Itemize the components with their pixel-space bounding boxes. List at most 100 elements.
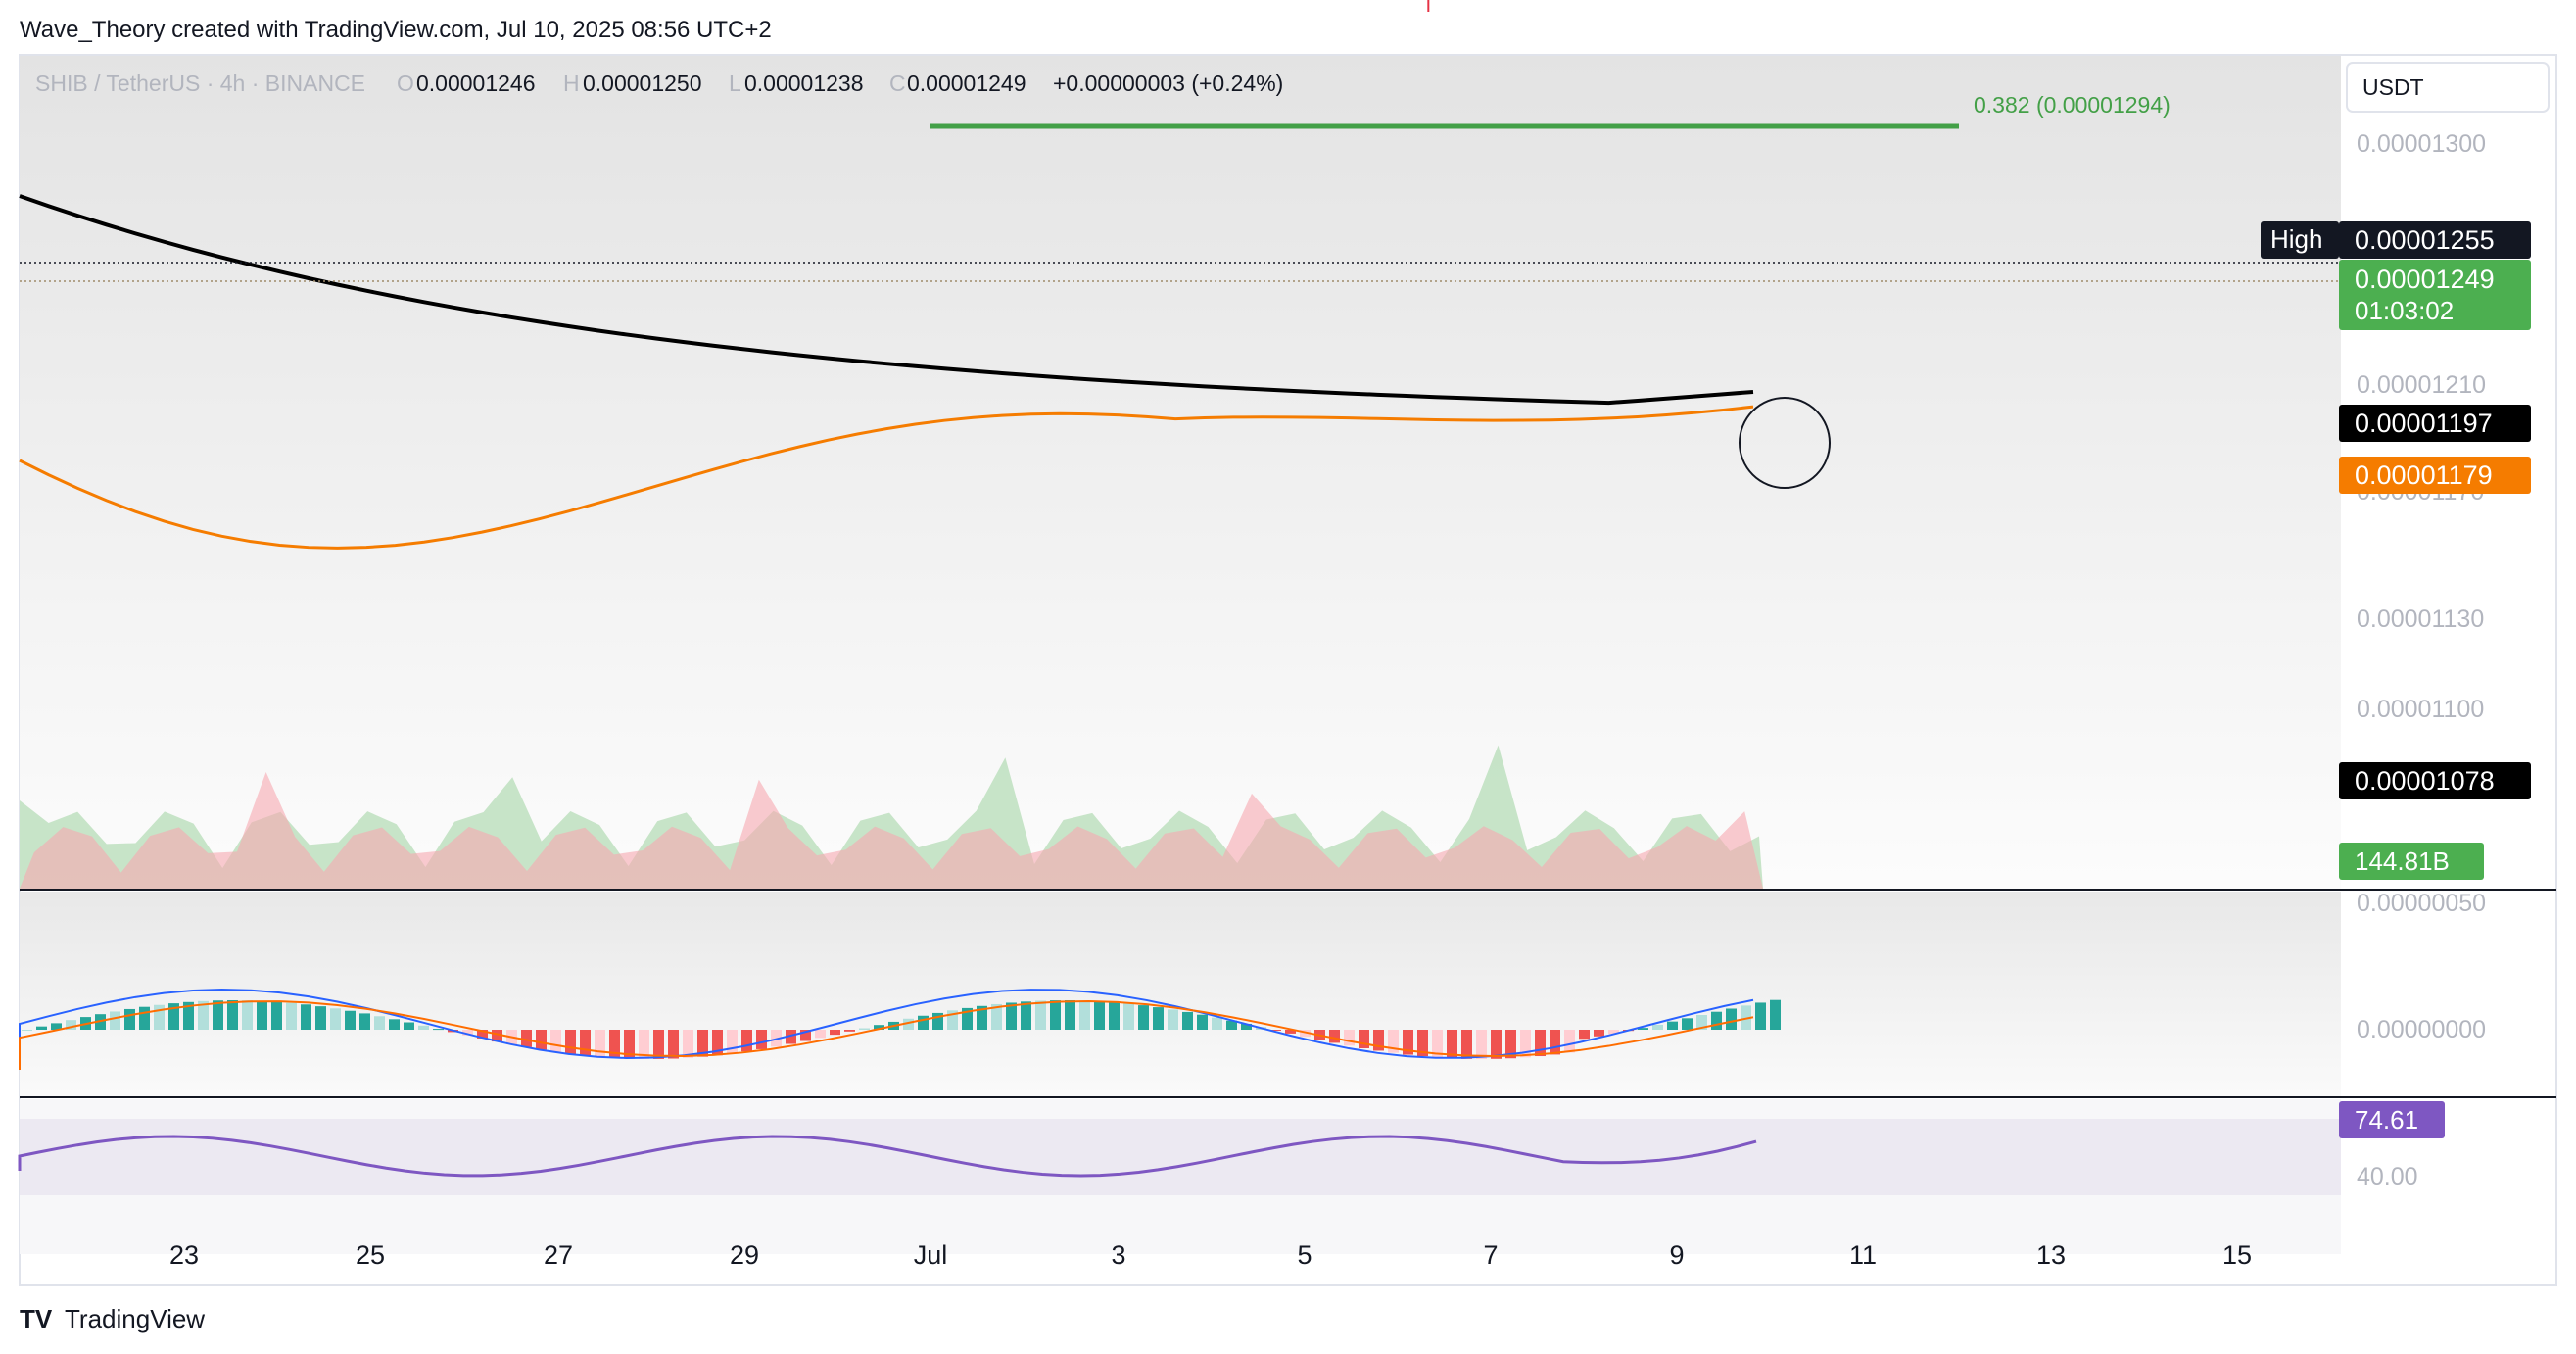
macd-histogram-bar — [1212, 1017, 1222, 1030]
high-tag-label: High — [2270, 224, 2322, 254]
macd-histogram-bar — [1755, 1002, 1766, 1030]
macd-histogram-bar — [932, 1012, 943, 1030]
macd-histogram-bar — [1123, 1003, 1134, 1030]
overlays-layer: 0.382 (0.00001294)0.382 (0.00001133)0.61… — [19, 92, 2341, 550]
macd-histogram-bar — [1344, 1030, 1355, 1046]
x-axis-tick: 7 — [1483, 1240, 1498, 1270]
macd-histogram-bar — [1711, 1011, 1722, 1030]
x-axis-tick: 15 — [2222, 1240, 2252, 1270]
y-axis-tick: 0.00001210 — [2357, 371, 2486, 399]
macd-histogram-bar — [154, 1004, 165, 1030]
macd-histogram-bar — [124, 1008, 135, 1030]
ohlc-legend: SHIB / TetherUS · 4h · BINANCE O 0.00001… — [35, 71, 1283, 96]
macd-histogram-bar — [433, 1029, 444, 1031]
volume-tag: 144.81B — [2355, 846, 2450, 876]
macd-histogram-bar — [859, 1028, 870, 1030]
macd-histogram-bar — [183, 1001, 194, 1030]
macd-histogram-bar — [257, 1000, 267, 1030]
x-axis-tick: 29 — [730, 1240, 759, 1270]
macd-histogram-bar — [918, 1015, 929, 1030]
macd-histogram-bar — [1564, 1030, 1575, 1053]
macd-histogram-bar — [1329, 1030, 1340, 1043]
credit-text: Wave_Theory created with TradingView.com… — [20, 17, 772, 43]
macd-histogram-bar — [330, 1008, 341, 1030]
currency-button-label: USDT — [2362, 74, 2424, 100]
macd-histogram-bar — [1652, 1024, 1663, 1030]
macd-histogram-bar — [815, 1030, 826, 1039]
last-price-tag-bg — [2339, 260, 2531, 330]
macd-histogram-bar — [991, 1003, 1002, 1030]
macd-histogram-bar — [683, 1030, 693, 1058]
macd-histogram-bar — [168, 1003, 179, 1030]
macd-histogram-bar — [580, 1030, 591, 1056]
rsi-layer — [18, 1135, 1757, 1178]
x-axis-tick: 9 — [1669, 1240, 1684, 1270]
macd-histogram-bar — [624, 1030, 635, 1059]
macd-histogram-bar — [198, 1000, 209, 1030]
macd-histogram-bar — [874, 1025, 884, 1030]
macd-histogram-bar — [1285, 1030, 1296, 1034]
macd-signal-line — [19, 1000, 1754, 1070]
macd-histogram-bar — [345, 1010, 356, 1030]
macd-histogram-bar — [639, 1030, 649, 1059]
ema200-line — [19, 194, 1754, 406]
macd-histogram-bar — [595, 1030, 605, 1057]
macd-histogram-bar — [1109, 1002, 1120, 1030]
macd-histogram-bar — [741, 1030, 752, 1052]
macd-histogram-bar — [22, 1030, 32, 1031]
macd-histogram-bar — [565, 1030, 576, 1054]
fib-level-label: 0.382 (0.00001294) — [1974, 92, 2171, 118]
x-axis-tick: 27 — [544, 1240, 573, 1270]
macd-histogram-bar — [1373, 1030, 1384, 1051]
change-value: +0.00000003 (+0.24%) — [1053, 71, 1283, 96]
tradingview-brand-text: TradingView — [65, 1304, 205, 1333]
open-value: 0.00001246 — [416, 71, 536, 96]
macd-histogram-bar — [1226, 1020, 1237, 1030]
high-price-tag-bg — [2339, 221, 2531, 259]
currency-button[interactable]: USDT — [2346, 62, 2550, 113]
macd-histogram-bar — [1153, 1007, 1164, 1030]
macd-histogram-bar — [1696, 1014, 1707, 1030]
macd-histogram-bar — [1638, 1028, 1648, 1030]
x-axis-tick: 25 — [356, 1240, 385, 1270]
high-price-tag: 0.00001255 — [2355, 225, 2495, 255]
macd-histogram-bar — [668, 1030, 679, 1059]
low-value: 0.00001238 — [744, 71, 864, 96]
macd-histogram-bar — [1667, 1021, 1678, 1030]
macd-histogram-bar — [1594, 1030, 1604, 1037]
macd-histogram-bar — [477, 1030, 488, 1039]
close-label: C — [889, 71, 906, 96]
macd-histogram-bar — [66, 1020, 76, 1030]
high-value: 0.00001250 — [583, 71, 702, 96]
macd-histogram-bar — [1197, 1014, 1208, 1030]
macd-histogram-bar — [1241, 1023, 1252, 1030]
macd-histogram-bar — [389, 1019, 400, 1030]
macd-histogram-bar — [756, 1030, 767, 1049]
rsi-tag: 74.61 — [2355, 1105, 2418, 1135]
macd-histogram-bar — [36, 1026, 47, 1030]
macd-histogram-bar — [977, 1005, 987, 1030]
macd-histogram-bar — [1520, 1030, 1531, 1058]
macd-histogram-bar — [727, 1030, 738, 1054]
macd-histogram-bar — [1065, 1000, 1075, 1030]
macd-histogram-bar — [1403, 1030, 1413, 1055]
macd-histogram-bar — [1006, 1002, 1017, 1030]
macd-histogram-bar — [1491, 1030, 1502, 1059]
open-label: O — [397, 71, 414, 96]
x-axis-tick: Jul — [914, 1240, 948, 1270]
y-axis-tick: 0.00001300 — [2357, 130, 2486, 158]
ema200-price-tag-bg — [2339, 405, 2531, 442]
macd-histogram-bar — [521, 1030, 532, 1047]
macd-histogram-bar — [492, 1030, 502, 1042]
macd-histogram-bar — [404, 1022, 414, 1030]
macd-histogram-bar — [51, 1023, 62, 1030]
macd-histogram-bar — [271, 1001, 282, 1030]
macd-histogram-bar — [1050, 1000, 1061, 1030]
macd-histogram-bar — [1021, 1001, 1031, 1030]
macd-histogram-bar — [800, 1030, 811, 1041]
macd-histogram-bar — [1579, 1030, 1590, 1040]
macd-histogram-bar — [536, 1030, 547, 1050]
tradingview-logo-icon: TV — [20, 1304, 53, 1333]
low-label: L — [729, 71, 741, 96]
macd-histogram-bar — [1608, 1030, 1619, 1035]
